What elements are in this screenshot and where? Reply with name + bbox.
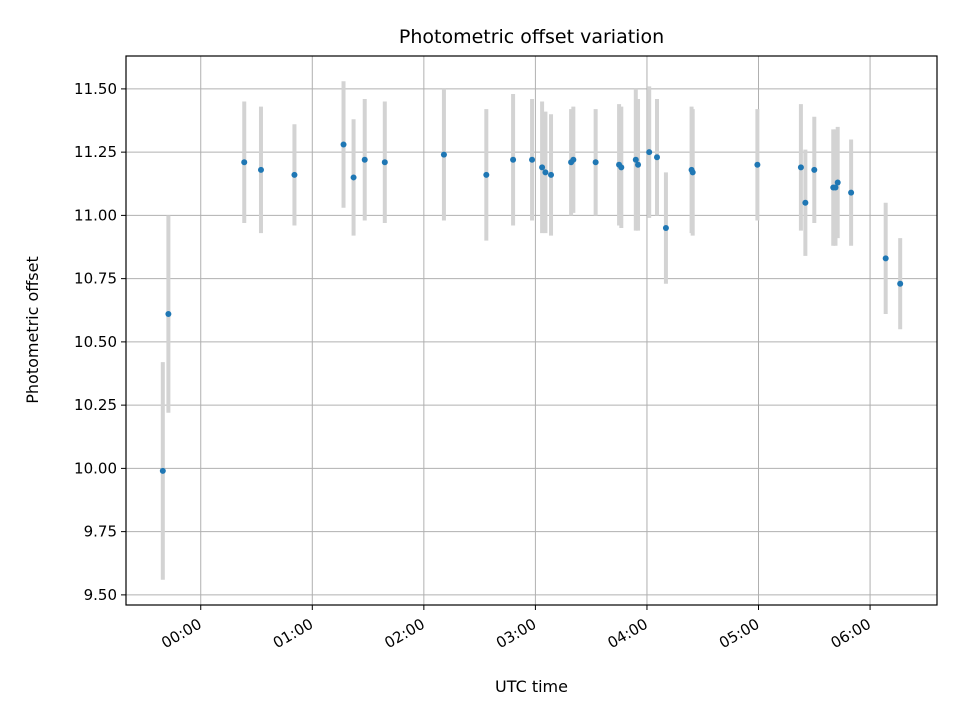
- x-axis-title: UTC time: [495, 677, 568, 696]
- y-tick-label: 10.25: [74, 396, 117, 414]
- data-point: [832, 184, 839, 191]
- y-tick-label: 10.75: [74, 270, 117, 288]
- data-point: [539, 164, 546, 171]
- data-point: [361, 156, 368, 163]
- data-point: [548, 171, 555, 178]
- data-point: [159, 467, 166, 474]
- data-point: [635, 161, 642, 168]
- data-point: [834, 179, 841, 186]
- y-tick-label: 9.50: [84, 586, 117, 604]
- data-point: [662, 225, 669, 232]
- data-point: [291, 171, 298, 178]
- y-tick-label: 10.00: [74, 459, 117, 477]
- data-point: [592, 159, 599, 166]
- data-point: [340, 141, 347, 148]
- data-point: [510, 156, 517, 163]
- y-tick-label: 11.25: [74, 143, 117, 161]
- y-tick-label: 11.00: [74, 206, 117, 224]
- y-tick-label: 10.50: [74, 333, 117, 351]
- data-point: [165, 311, 172, 318]
- y-tick-label: 11.50: [74, 80, 117, 98]
- data-point: [802, 199, 809, 206]
- y-tick-label: 9.75: [84, 523, 117, 541]
- data-point: [811, 166, 818, 173]
- data-point: [618, 164, 625, 171]
- data-point: [529, 156, 536, 163]
- y-axis-ticks: 9.50 9.75 10.00 10.25 10.50 10.75 11.00 11.25 11…: [74, 80, 126, 604]
- y-axis-title: Photometric offset: [23, 256, 42, 404]
- data-point: [897, 280, 904, 287]
- data-point: [882, 255, 889, 262]
- data-points: [159, 141, 904, 474]
- data-point: [381, 159, 388, 166]
- data-point: [570, 156, 577, 163]
- chart-title: Photometric offset variation: [399, 26, 664, 48]
- data-point: [646, 149, 653, 156]
- data-point: [632, 156, 639, 163]
- data-point: [797, 164, 804, 171]
- data-point: [483, 171, 490, 178]
- data-point: [440, 151, 447, 158]
- data-point: [241, 159, 248, 166]
- data-point: [848, 189, 855, 196]
- data-point: [689, 169, 696, 176]
- data-point: [754, 161, 761, 168]
- data-point: [350, 174, 357, 181]
- plot-frame: [125, 55, 938, 606]
- data-point: [653, 154, 660, 161]
- data-point: [542, 169, 549, 176]
- data-point: [257, 166, 264, 173]
